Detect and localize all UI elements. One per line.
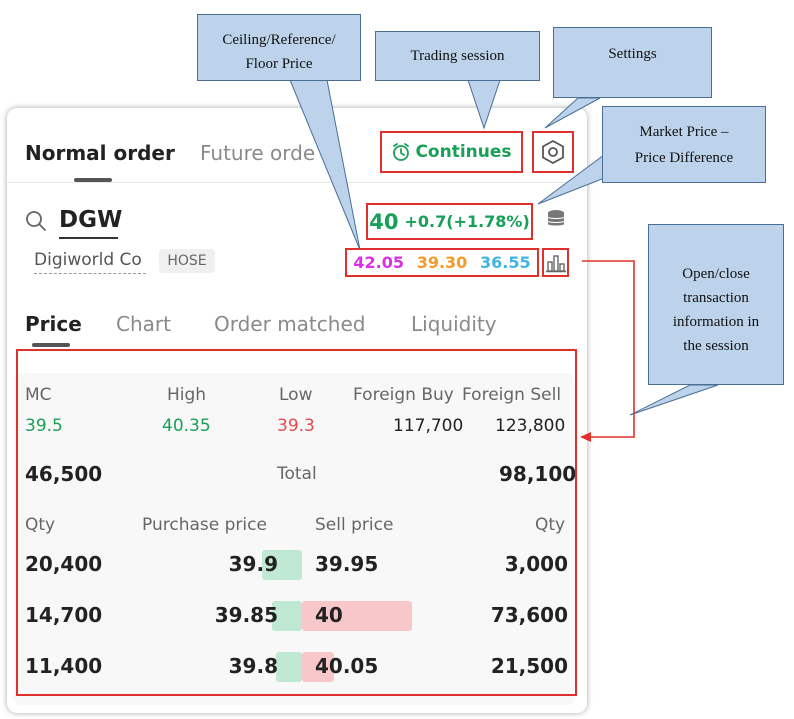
tab-active-indicator (74, 178, 112, 182)
search-icon[interactable] (25, 210, 47, 232)
subtab-active-indicator (32, 343, 70, 347)
info-callout-pointer (629, 384, 719, 416)
stat-header-foreign-sell: Foreign Sell (462, 385, 562, 405)
callout-info-line1: Open/close (682, 266, 750, 282)
ask-qty: 73,600 (490, 603, 568, 627)
bid-price: 39.85 (214, 603, 278, 627)
crf-callout-pointer (289, 79, 361, 251)
ob-header-purchase-price: Purchase price (142, 515, 267, 535)
ask-volume-bar (302, 601, 412, 631)
stat-foreign-buy: 117,700 (393, 416, 464, 436)
stat-low: 39.3 (277, 416, 315, 436)
price-panel (13, 373, 575, 705)
bid-price: 39.8 (228, 654, 278, 678)
callout-info-line2: transaction (683, 290, 749, 306)
callout-market-line2: Price Difference (634, 150, 734, 166)
session-info-button[interactable] (542, 248, 569, 277)
total-label: Total (277, 464, 317, 484)
session-status-button[interactable]: Continues (380, 131, 523, 173)
callout-market-price: Market Price – Price Difference (602, 106, 766, 183)
stat-high: 40.35 (162, 416, 211, 436)
callout-info-line3: information in (672, 314, 760, 330)
market-price-box: 40 +0.7(+1.78%) (366, 203, 533, 240)
total-right: 98,100 (499, 462, 577, 486)
bid-qty: 14,700 (25, 603, 103, 627)
market-price: 40 (369, 209, 399, 234)
settings-callout-pointer (544, 97, 601, 129)
header-divider (7, 182, 587, 183)
alarm-clock-icon (393, 143, 410, 161)
ask-volume-bar (302, 652, 334, 682)
callout-info-line4: the session (683, 338, 749, 354)
ask-price: 40 (315, 603, 343, 627)
info-connector-line (582, 260, 635, 438)
price-panel-highlight (16, 349, 577, 696)
company-underline (34, 273, 146, 274)
callout-market-line1: Market Price – (639, 124, 729, 140)
bid-volume-bar (276, 652, 302, 682)
ask-price: 40.05 (315, 654, 379, 678)
floor-price: 36.55 (480, 253, 531, 272)
callout-crf-line2: Floor Price (245, 56, 313, 72)
callout-ceiling-reference-floor: Ceiling/Reference/ Floor Price (197, 14, 361, 81)
callout-session-text: Trading session (410, 48, 505, 64)
stat-mc: 39.5 (25, 416, 63, 436)
subtab-price[interactable]: Price (25, 312, 82, 336)
ob-header-ask-qty: Qty (535, 515, 566, 535)
ask-qty: 21,500 (490, 654, 568, 678)
settings-hexagon-icon (542, 139, 564, 165)
session-callout-pointer (467, 79, 501, 130)
ask-qty: 3,000 (504, 552, 568, 576)
bid-qty: 11,400 (25, 654, 103, 678)
callout-trading-session: Trading session (375, 31, 540, 81)
ob-header-bid-qty: Qty (25, 515, 56, 535)
callout-settings-text: Settings (608, 46, 657, 62)
callout-crf-line1: Ceiling/Reference/ (222, 32, 336, 48)
settings-button[interactable] (532, 131, 574, 173)
total-left: 46,500 (25, 462, 103, 486)
callout-session-info: Open/close transaction information in th… (648, 224, 784, 385)
exchange-badge: HOSE (159, 249, 215, 273)
bid-volume-bar (272, 601, 302, 631)
subtab-chart[interactable]: Chart (116, 312, 171, 336)
stat-header-mc: MC (25, 385, 52, 405)
subtab-order-matched[interactable]: Order matched (214, 312, 366, 336)
coins-icon[interactable] (545, 208, 567, 230)
session-label: Continues (415, 142, 512, 162)
bar-chart-icon (545, 254, 566, 272)
bid-price: 39.9 (228, 552, 278, 576)
stock-symbol[interactable]: DGW (59, 207, 123, 233)
ceiling-reference-floor: 42.05 39.30 36.55 (345, 248, 539, 277)
bid-volume-bar (262, 550, 302, 580)
ask-price: 39.95 (315, 552, 379, 576)
stat-foreign-sell: 123,800 (495, 416, 566, 436)
stat-header-low: Low (279, 385, 313, 405)
reference-price: 39.30 (416, 253, 468, 272)
stat-header-foreign-buy: Foreign Buy (353, 385, 454, 405)
stat-header-high: High (167, 385, 207, 405)
ceiling-price: 42.05 (353, 253, 404, 272)
ob-header-sell-price: Sell price (315, 515, 394, 535)
company-name: Digiworld Co (34, 250, 142, 270)
callout-settings: Settings (553, 27, 712, 98)
info-connector-arrowhead (580, 432, 591, 442)
bid-qty: 20,400 (25, 552, 103, 576)
price-difference: +0.7(+1.78%) (404, 212, 530, 231)
symbol-underline (59, 237, 118, 239)
subtab-liquidity[interactable]: Liquidity (411, 312, 497, 336)
tab-future-order[interactable]: Future orde (200, 141, 316, 165)
order-card: Normal order Future orde Continues DGW D… (7, 108, 587, 713)
tab-normal-order[interactable]: Normal order (25, 141, 175, 165)
